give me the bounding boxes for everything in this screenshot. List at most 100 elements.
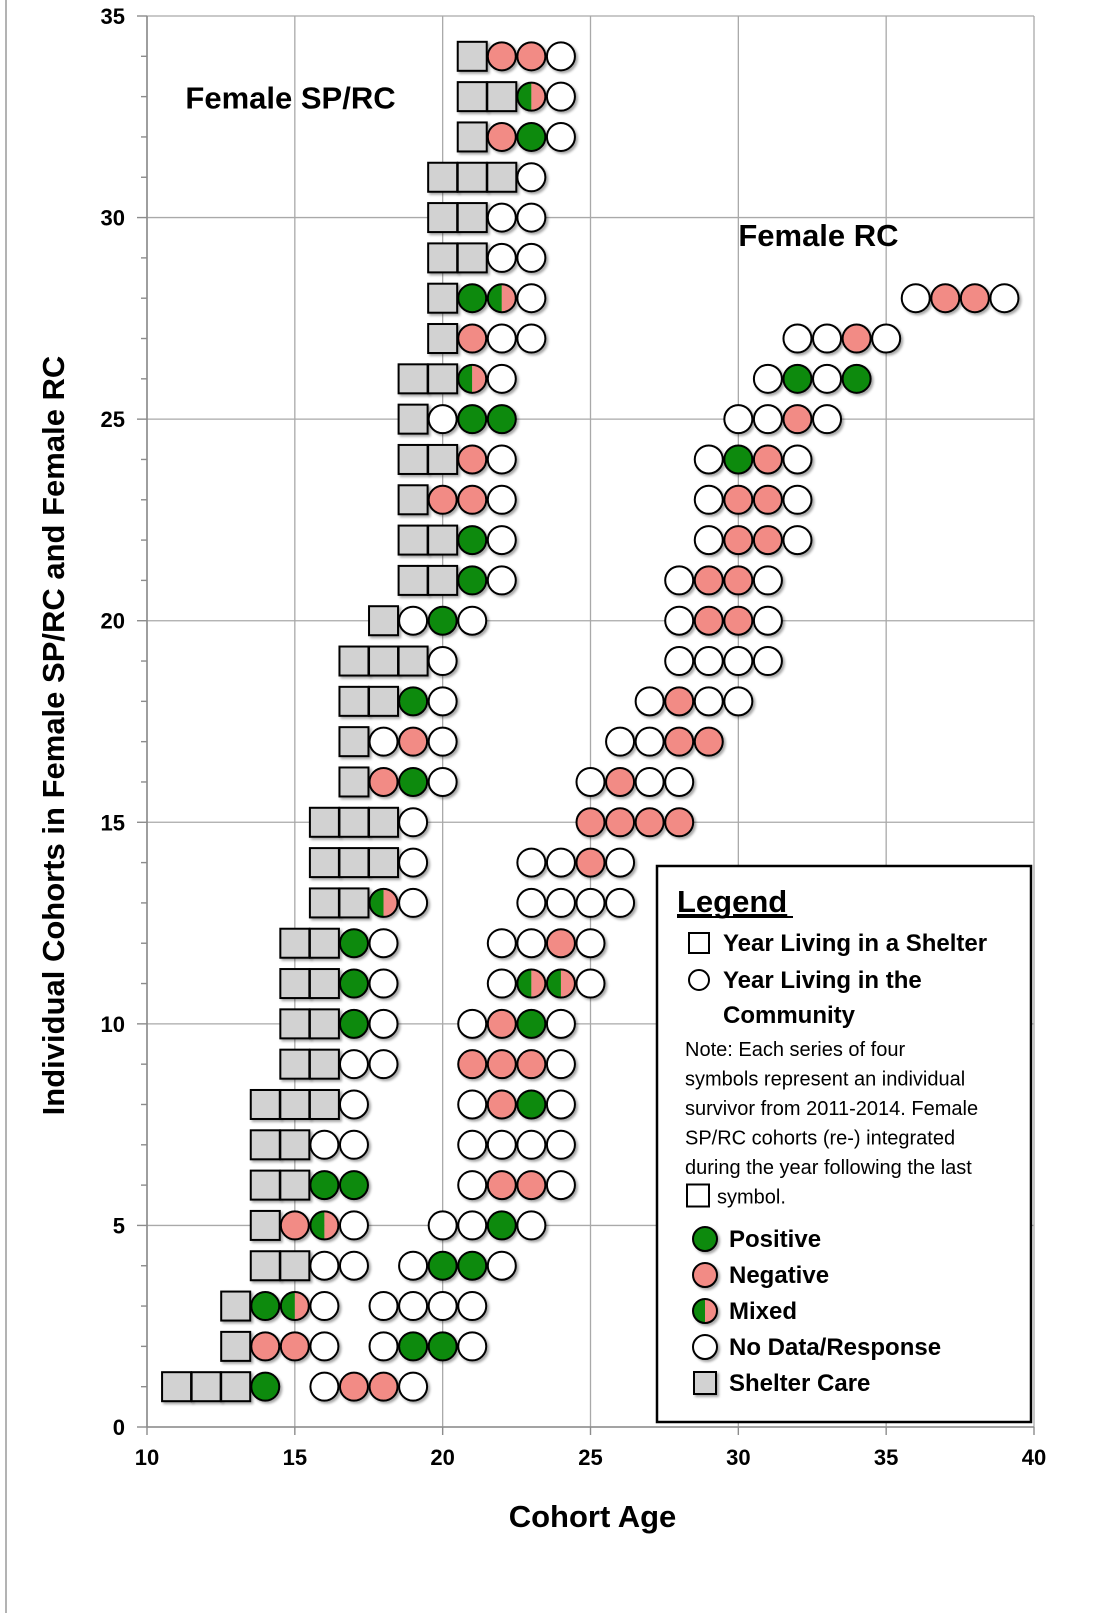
none-circle-point: [486, 202, 517, 233]
cohort-row: [456, 81, 576, 113]
mixed-outline: [516, 968, 547, 999]
shelter-square-point: [338, 887, 370, 919]
x-tick-label: 35: [874, 1445, 898, 1470]
legend-note-line: survivor from 2011-2014. Female: [685, 1098, 978, 1120]
cohort-row: [575, 766, 695, 797]
none-circle-point: [634, 726, 665, 757]
mixed-left-half: [458, 364, 473, 393]
shelter-square-point: [279, 1129, 311, 1161]
cohort-row: [427, 202, 547, 234]
mixed-left-half: [517, 82, 532, 111]
positive-circle-point: [338, 1170, 369, 1201]
x-tick-label: 25: [578, 1445, 602, 1470]
none-circle-point: [605, 726, 636, 757]
negative-circle-point: [575, 807, 606, 838]
legend-item-label: Year Living in the: [723, 967, 922, 994]
none-circle-point: [693, 525, 724, 556]
cohort-row: [397, 564, 517, 596]
none-circle-point: [812, 323, 843, 354]
negative-circle-point: [338, 1371, 369, 1402]
none-circle-point: [516, 887, 547, 918]
cohort-row: [397, 443, 517, 475]
positive-circle-point: [398, 686, 429, 717]
y-tick-label: 35: [101, 4, 125, 29]
cohort-row: [900, 283, 1020, 314]
none-circle-point: [427, 1210, 458, 1241]
legend-shelter-year-symbol: [688, 932, 710, 954]
x-tick-label: 30: [726, 1445, 750, 1470]
cohort-row: [309, 1371, 429, 1402]
positive-circle-point: [486, 404, 517, 435]
negative-circle-point: [752, 484, 783, 515]
negative-circle-point: [516, 41, 547, 72]
positive-circle-point: [457, 525, 488, 556]
shelter-square-point: [308, 1088, 340, 1120]
cohort-row: [308, 847, 429, 879]
cohort-row: [308, 806, 429, 838]
mixed-circle-point: [457, 363, 488, 394]
none-circle-point: [516, 242, 547, 273]
negative-circle-point: [693, 565, 724, 596]
none-circle-point: [368, 1049, 399, 1080]
mixed-right-half: [472, 364, 487, 393]
none-circle-point: [457, 1210, 488, 1241]
none-circle-point: [545, 1089, 576, 1120]
negative-circle-point: [279, 1331, 310, 1362]
mixed-outline: [692, 1298, 718, 1324]
none-circle-point: [900, 283, 931, 314]
none-circle-point: [782, 484, 813, 515]
none-circle-point: [338, 1250, 369, 1281]
cohort-row: [456, 40, 576, 72]
cohort-row: [516, 887, 636, 918]
shelter-square-point: [220, 1371, 252, 1403]
cohort-row: [664, 646, 783, 677]
none-circle-point: [486, 323, 517, 354]
shelter-square-point: [427, 202, 459, 234]
none-circle-point: [634, 686, 665, 717]
none-circle-point: [427, 404, 458, 435]
none-circle-point: [368, 968, 399, 999]
negative-circle-point: [368, 1371, 399, 1402]
cohort-row: [605, 726, 724, 757]
cohort-row: [397, 484, 517, 516]
mixed-left-half: [487, 284, 502, 313]
none-circle-point: [427, 646, 458, 677]
shelter-square-point: [486, 81, 518, 113]
shelter-square-point: [308, 968, 340, 1000]
legend-note-line: symbols represent an individual: [685, 1069, 965, 1091]
negative-circle-point: [723, 484, 754, 515]
negative-circle-point: [486, 121, 517, 152]
cohort-row: [634, 686, 754, 717]
y-tick-label: 5: [113, 1213, 125, 1238]
none-circle-point: [693, 686, 724, 717]
none-circle-point: [457, 1089, 488, 1120]
none-circle-point: [309, 1371, 340, 1402]
negative-circle-point: [664, 807, 695, 838]
mixed-outline: [457, 363, 488, 394]
mixed-right-half: [324, 1211, 339, 1240]
none-circle-point: [516, 162, 547, 193]
cohort-row: [457, 1170, 576, 1201]
none-circle-point: [457, 605, 488, 636]
none-circle-point: [545, 1129, 576, 1160]
shelter-square-point: [308, 887, 340, 919]
mixed-outline: [545, 968, 576, 999]
none-circle-point: [486, 1129, 517, 1160]
shelter-square-point: [368, 685, 400, 717]
negative-circle-point: [841, 323, 872, 354]
shelter-square-point: [338, 806, 370, 838]
cohort-row: [397, 524, 517, 556]
mixed-circle-point: [545, 968, 576, 999]
x-tick-label: 40: [1022, 1445, 1046, 1470]
cohort-row: [693, 484, 813, 515]
none-circle-point: [723, 404, 754, 435]
none-circle-point: [398, 1250, 429, 1281]
cohort-row: [457, 1129, 576, 1160]
shelter-square-point: [308, 847, 340, 879]
none-circle-point: [486, 525, 517, 556]
none-circle-point: [634, 766, 665, 797]
shelter-square-point: [249, 1250, 281, 1282]
mixed-circle-point: [486, 283, 517, 314]
mixed-outline: [309, 1210, 340, 1241]
negative-circle-point: [457, 1049, 488, 1080]
